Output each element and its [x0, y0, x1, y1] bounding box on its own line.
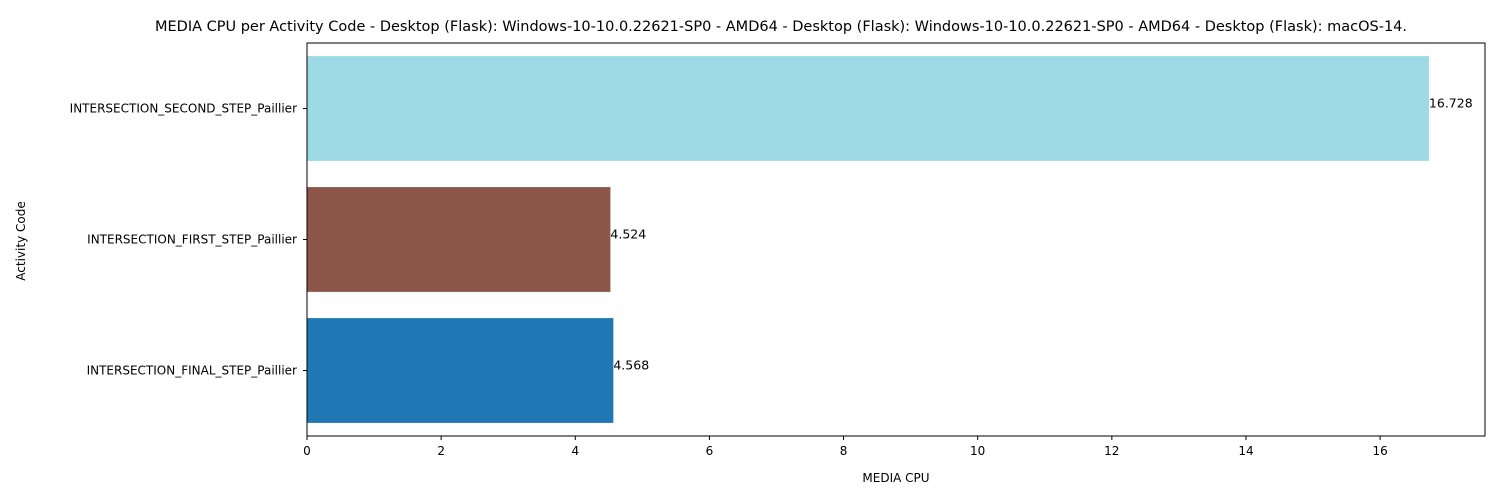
y-tick-label-1: INTERSECTION_FIRST_STEP_Paillier: [87, 233, 297, 247]
bar-value-label-0: 16.728: [1429, 96, 1473, 111]
x-tick-label-8: 16: [1372, 444, 1387, 458]
bar-1: [307, 187, 611, 292]
x-tick-label-6: 12: [1104, 444, 1119, 458]
y-tick-label-0: INTERSECTION_SECOND_STEP_Paillier: [70, 102, 297, 116]
x-tick-label-7: 14: [1238, 444, 1253, 458]
bar-value-label-2: 4.568: [613, 358, 649, 373]
chart-title: MEDIA CPU per Activity Code - Desktop (F…: [155, 19, 1407, 35]
plot-area: 16.728 INTERSECTION_SECOND_STEP_Paillier 4…: [70, 42, 1486, 458]
y-tick-label-2: INTERSECTION_FINAL_STEP_Paillier: [87, 364, 297, 378]
bar-2: [307, 318, 614, 423]
x-tick-label-3: 6: [706, 444, 714, 458]
x-tick-label-5: 10: [970, 444, 985, 458]
bar-0: [307, 56, 1429, 161]
x-tick-label-4: 8: [840, 444, 848, 458]
x-axis-label: MEDIA CPU: [862, 471, 929, 485]
bar-value-label-1: 4.524: [610, 227, 646, 242]
x-tick-label-1: 2: [437, 444, 445, 458]
plot-frame: [306, 42, 1486, 437]
x-tick-label-0: 0: [303, 444, 311, 458]
y-axis-label: Activity Code: [14, 201, 28, 280]
x-tick-label-2: 4: [571, 444, 579, 458]
